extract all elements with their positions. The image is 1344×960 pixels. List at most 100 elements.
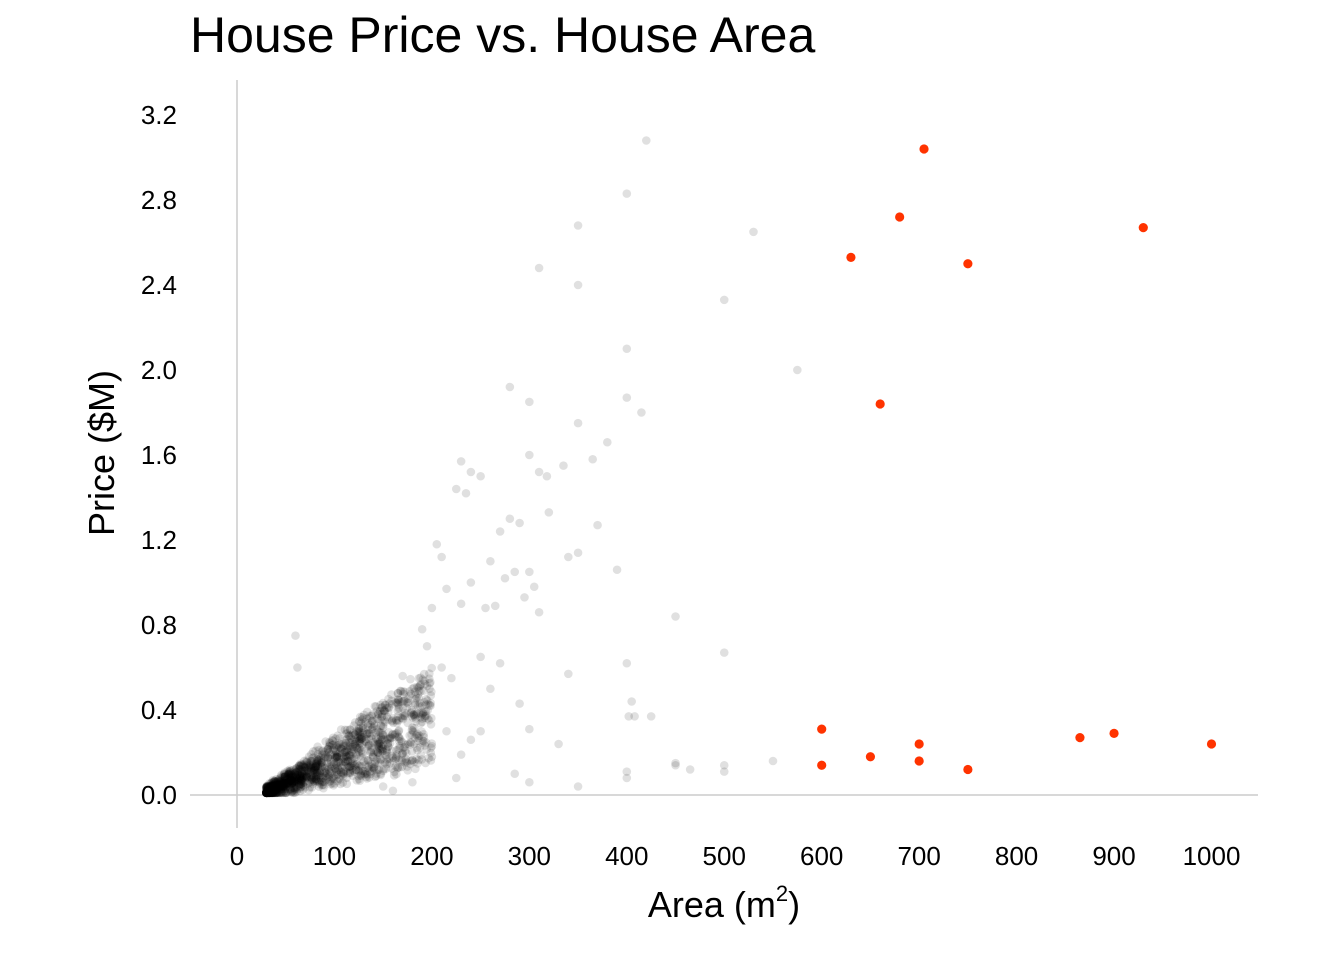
data-point [374, 765, 384, 775]
data-point [264, 786, 273, 796]
data-point [269, 783, 278, 793]
data-point [266, 779, 276, 788]
highlighted-point [865, 752, 876, 762]
data-point [456, 457, 466, 466]
data-point [286, 770, 296, 780]
data-point [301, 773, 311, 783]
data-point [267, 788, 276, 798]
data-point [293, 775, 303, 784]
data-point [284, 767, 294, 776]
data-point [276, 780, 286, 790]
data-point [324, 777, 334, 787]
data-point [262, 788, 272, 798]
data-point [312, 756, 322, 766]
data-point [273, 788, 282, 797]
data-point [328, 740, 338, 749]
data-point [403, 765, 412, 775]
data-point [290, 772, 300, 782]
data-point [376, 732, 386, 742]
data-point [352, 776, 362, 785]
data-point [296, 765, 305, 775]
data-point [295, 770, 305, 780]
data-point [281, 788, 290, 798]
data-point [290, 769, 300, 779]
data-point [505, 514, 515, 524]
data-point [359, 726, 368, 735]
data-point [375, 728, 384, 737]
data-point [276, 788, 286, 798]
data-point [352, 751, 361, 761]
data-point [351, 750, 361, 759]
data-point [327, 779, 337, 788]
data-point [354, 733, 364, 742]
data-point [264, 788, 274, 797]
data-point [373, 710, 383, 719]
data-point [534, 607, 544, 617]
data-point [340, 752, 349, 762]
data-point [267, 782, 277, 792]
data-point [307, 778, 317, 787]
data-point [365, 767, 375, 776]
data-point [285, 768, 294, 778]
data-point [288, 786, 297, 796]
data-point [646, 712, 656, 721]
data-point [280, 772, 290, 782]
data-point [345, 725, 355, 734]
data-point [341, 754, 351, 764]
data-point [427, 739, 437, 748]
data-point [271, 780, 280, 789]
data-point [407, 705, 417, 715]
data-point [336, 757, 345, 767]
data-point [327, 749, 336, 759]
data-point [335, 748, 345, 758]
data-point [280, 783, 290, 793]
data-point [299, 769, 309, 779]
data-point [410, 733, 420, 743]
data-point [486, 556, 495, 566]
data-point [421, 707, 431, 716]
data-point [277, 780, 286, 790]
data-point [264, 788, 274, 798]
data-point [406, 756, 415, 765]
data-point [336, 779, 345, 789]
data-point [338, 767, 348, 777]
data-point [327, 773, 337, 783]
data-point [331, 765, 341, 774]
data-point [310, 765, 319, 775]
data-point [290, 777, 300, 786]
data-point [265, 783, 275, 793]
data-point [284, 768, 294, 777]
data-point [343, 756, 353, 766]
data-point [371, 728, 381, 737]
data-point [355, 760, 365, 770]
data-point [374, 742, 384, 751]
data-point [319, 772, 328, 782]
data-point [300, 777, 310, 786]
data-point [379, 764, 389, 774]
data-point [282, 781, 292, 790]
data-point [495, 527, 505, 536]
data-point [296, 759, 306, 768]
data-point [263, 785, 273, 794]
data-point [361, 734, 371, 744]
data-point [409, 710, 419, 720]
data-point [379, 735, 388, 744]
data-point [372, 740, 382, 749]
data-point [268, 778, 278, 788]
x-tick-label: 200 [410, 841, 453, 871]
data-point [490, 601, 500, 611]
data-point [378, 723, 388, 732]
data-point [331, 746, 341, 756]
data-point [279, 779, 289, 788]
data-point [336, 739, 345, 749]
data-point [399, 697, 409, 706]
data-point [359, 766, 368, 776]
data-point [275, 782, 284, 792]
data-point [286, 776, 296, 786]
data-point [327, 740, 337, 750]
data-point [373, 714, 382, 723]
data-point [408, 756, 417, 765]
data-point [273, 781, 283, 791]
data-point [324, 772, 333, 782]
data-point [394, 727, 403, 736]
